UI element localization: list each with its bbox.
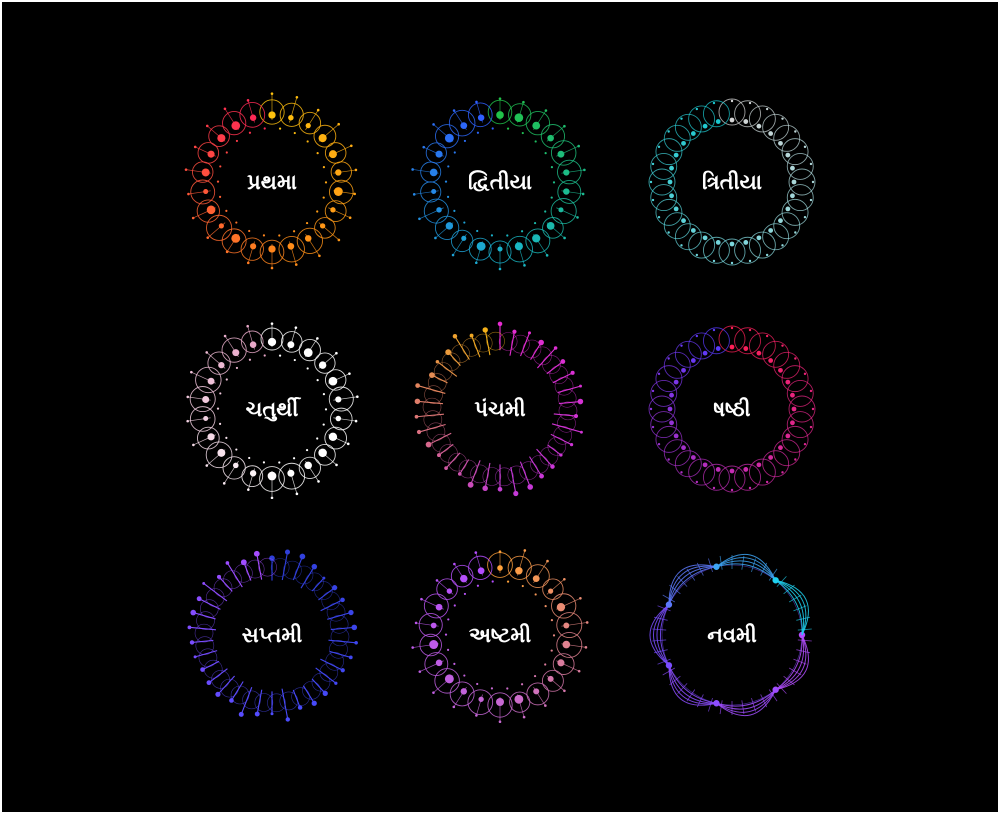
badge-label: દ્વિતીયા: [467, 169, 533, 194]
badge-prathama: પ્રથમા: [182, 92, 362, 272]
badge-label: ચતુર્થી: [245, 396, 299, 421]
badge-label: નવમી: [707, 622, 757, 647]
badge-ring-ornament: [411, 97, 586, 271]
badge-ring-ornament: [649, 553, 812, 717]
badge-tritiya: ત્રિતીયા: [642, 92, 822, 272]
badge-panchami: પંચમી: [410, 319, 590, 499]
badge-dwitiya: દ્વિતીયા: [410, 92, 590, 272]
badge-ring-ornament: [186, 322, 359, 499]
badge-label: પ્રથમા: [247, 169, 297, 194]
badge-label: ત્રિતીયા: [702, 169, 762, 194]
badge-ring-ornament: [648, 325, 816, 493]
badge-ring-ornament: [414, 321, 584, 497]
badge-navami: નવમી: [642, 545, 822, 725]
badge-saptami: સપ્તમી: [182, 545, 362, 725]
badge-chaturthi: ચતુર્થી: [182, 319, 362, 499]
badge-ring-ornament: [648, 98, 816, 266]
badge-label: અષ્ટમી: [468, 622, 532, 647]
badge-ring-ornament: [411, 549, 589, 723]
badge-label: સપ્તમી: [241, 622, 303, 647]
badge-ring-ornament: [184, 92, 358, 270]
badge-ring-ornament: [187, 549, 358, 722]
badge-shashthi: ષષ્ઠી: [642, 319, 822, 499]
badge-label: પંચમી: [474, 396, 526, 421]
badge-label: ષષ્ઠી: [713, 396, 751, 421]
badge-ashtami: અષ્ટમી: [410, 545, 590, 725]
